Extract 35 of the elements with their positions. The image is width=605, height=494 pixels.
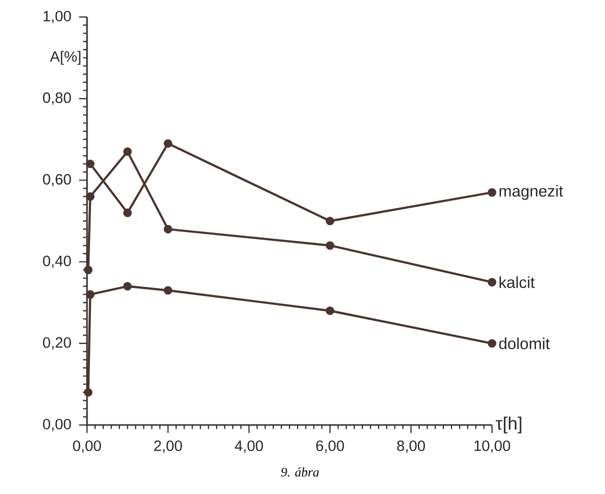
point xyxy=(326,216,334,226)
y-tick-label: 0,60 xyxy=(43,174,71,186)
point xyxy=(123,208,132,218)
point xyxy=(164,286,172,295)
point xyxy=(84,388,92,397)
x-axis-title: τ[h] xyxy=(496,416,522,434)
point xyxy=(86,160,95,168)
point xyxy=(164,224,172,234)
point xyxy=(326,306,334,316)
series-label: kalcit xyxy=(500,276,535,288)
x-tick-label: 6,00 xyxy=(316,440,344,453)
point xyxy=(488,339,496,348)
point xyxy=(84,266,92,274)
y-tick-label: 1,00 xyxy=(44,10,71,24)
point xyxy=(123,147,132,156)
y-tick-label: 0,20 xyxy=(43,337,71,350)
x-tick-label: 2,00 xyxy=(154,440,182,453)
y-tick-label: 0,00 xyxy=(43,418,71,432)
x-tick-label: 0,00 xyxy=(73,440,101,453)
point xyxy=(164,139,172,148)
point xyxy=(123,282,132,291)
text: 9. ábra xyxy=(281,467,319,477)
series-label: dolomit xyxy=(499,338,550,350)
series-label: magnezit xyxy=(500,185,564,200)
y-tick-label: 0,80 xyxy=(43,92,71,105)
point xyxy=(488,278,496,286)
y-tick-label: 0,40 xyxy=(43,256,71,268)
point xyxy=(326,241,334,250)
x-tick-label: 8,00 xyxy=(397,440,425,453)
x-tick-label: 10,00 xyxy=(474,440,510,453)
point xyxy=(488,188,496,197)
y-axis-title: A[%] xyxy=(50,50,80,65)
x-tick-label: 4,00 xyxy=(234,440,263,453)
point xyxy=(86,192,95,201)
point xyxy=(86,290,95,299)
